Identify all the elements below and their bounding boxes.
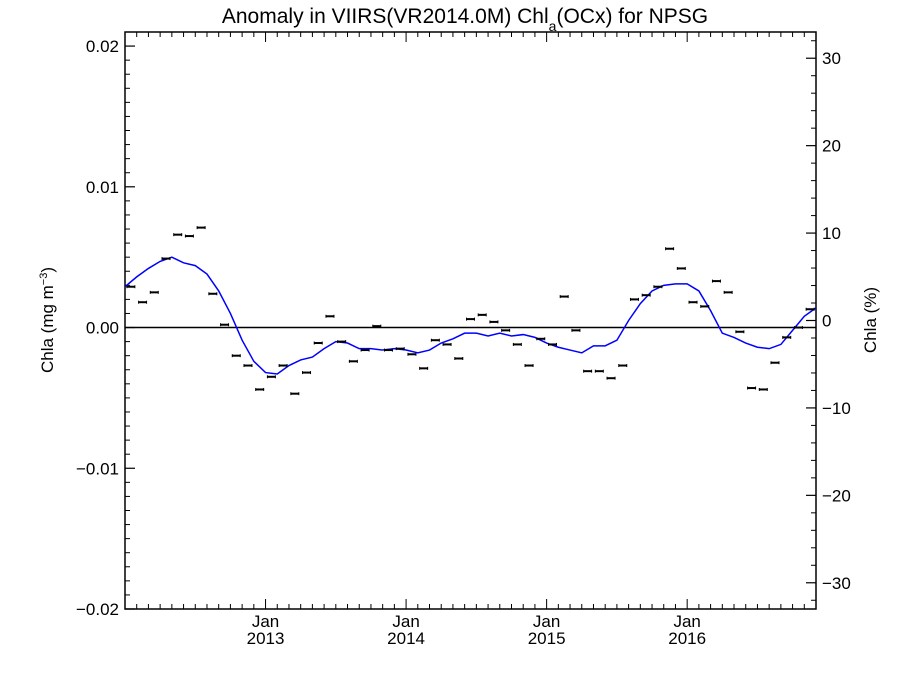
anomaly-point xyxy=(641,293,651,297)
chart-title: Anomaly in VIIRS(VR2014.0M) Chla(OCx) fo… xyxy=(222,5,708,34)
right-tick-label: −10 xyxy=(822,399,851,418)
anomaly-point xyxy=(665,247,675,251)
anomaly-point xyxy=(758,387,768,391)
x-tick-label-month: Jan xyxy=(533,612,560,631)
monthly-anomaly-points xyxy=(126,226,815,396)
x-tick-label-month: Jan xyxy=(673,612,700,631)
anomaly-point xyxy=(243,364,253,368)
anomaly-point xyxy=(606,376,616,380)
anomaly-point xyxy=(547,342,557,346)
anomaly-point xyxy=(290,392,300,396)
x-tick-label-year: 2015 xyxy=(528,629,566,648)
anomaly-point xyxy=(793,326,803,330)
anomaly-point xyxy=(384,348,394,352)
left-tick-label: −0.02 xyxy=(76,600,119,619)
left-y-axis: 0.02 0.01 0.00 −0.01 −0.02 xyxy=(76,31,135,619)
anomaly-point xyxy=(618,364,628,368)
anomaly-point xyxy=(302,371,312,375)
anomaly-point xyxy=(723,290,733,294)
anomaly-point xyxy=(782,335,792,339)
anomaly-point xyxy=(325,314,335,318)
anomaly-point xyxy=(466,317,475,321)
anomaly-point xyxy=(770,361,780,365)
right-y-axis: 30 20 10 0 −10 −20 −30 xyxy=(806,40,851,601)
anomaly-point xyxy=(571,328,581,332)
anomaly-point xyxy=(629,297,639,301)
anomaly-point xyxy=(184,234,194,238)
anomaly-point xyxy=(173,233,183,237)
anomaly-point xyxy=(149,290,159,294)
anomaly-point xyxy=(266,375,276,379)
left-tick-label: 0.02 xyxy=(86,37,119,56)
anomaly-point xyxy=(208,292,218,296)
anomaly-point xyxy=(454,356,464,360)
anomaly-point xyxy=(735,330,745,334)
anomaly-point xyxy=(419,366,429,370)
anomaly-point xyxy=(395,347,405,351)
x-tick-label-year: 2014 xyxy=(387,629,425,648)
anomaly-point xyxy=(407,352,417,356)
anomaly-point xyxy=(688,300,698,304)
anomaly-point xyxy=(711,279,721,283)
anomaly-point xyxy=(360,348,370,352)
x-tick-label-year: 2013 xyxy=(247,629,285,648)
anomaly-point xyxy=(231,354,241,358)
anomaly-point xyxy=(747,386,757,390)
anomaly-point xyxy=(161,257,171,261)
anomaly-point xyxy=(278,364,288,368)
anomaly-point xyxy=(536,337,546,341)
anomaly-point xyxy=(512,342,522,346)
x-tick-label-year: 2016 xyxy=(668,629,706,648)
anomaly-point xyxy=(442,342,452,346)
right-tick-label: 20 xyxy=(822,137,841,156)
anomaly-point xyxy=(594,369,604,373)
right-tick-label: 0 xyxy=(822,312,831,331)
anomaly-point xyxy=(489,320,499,324)
anomaly-point xyxy=(700,304,710,308)
anomaly-point xyxy=(126,285,136,289)
x-tick-label-month: Jan xyxy=(252,612,279,631)
anomaly-point xyxy=(524,364,534,368)
anomaly-point xyxy=(255,387,265,391)
anomaly-point xyxy=(501,328,511,332)
anomaly-point xyxy=(220,323,230,327)
right-tick-label: 30 xyxy=(822,49,841,68)
anomaly-point xyxy=(676,266,686,270)
anomaly-point xyxy=(138,300,148,304)
anomaly-point xyxy=(196,226,206,230)
anomaly-point xyxy=(430,338,440,342)
left-tick-label: 0.00 xyxy=(86,319,119,338)
x-tick-label-month: Jan xyxy=(392,612,419,631)
anomaly-point xyxy=(372,324,382,328)
anomaly-point xyxy=(653,285,663,289)
left-tick-label: −0.01 xyxy=(76,459,119,478)
right-tick-label: −30 xyxy=(822,574,851,593)
anomaly-point xyxy=(805,307,815,311)
anomaly-point xyxy=(348,359,358,363)
anomaly-point xyxy=(559,295,569,299)
anomaly-point xyxy=(477,313,487,317)
left-axis-label: Chla (mg m−3) xyxy=(38,267,57,373)
right-axis-label: Chla (%) xyxy=(861,287,880,353)
right-tick-label: −20 xyxy=(822,486,851,505)
smoothed-anomaly-line xyxy=(124,256,817,375)
right-tick-label: 10 xyxy=(822,224,841,243)
left-tick-label: 0.01 xyxy=(86,178,119,197)
anomaly-point xyxy=(337,340,347,344)
anomaly-point xyxy=(313,341,323,345)
plot-frame xyxy=(124,31,817,610)
anomaly-point xyxy=(583,369,593,373)
